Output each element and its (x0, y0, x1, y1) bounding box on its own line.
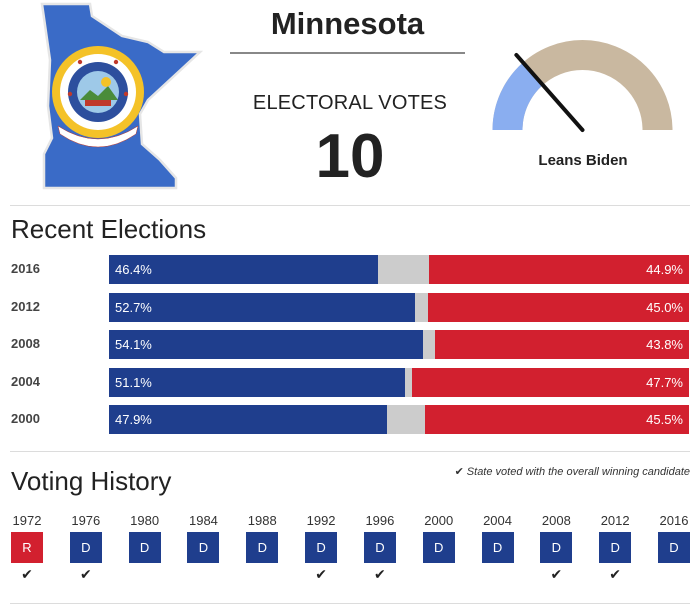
election-result-bar: 52.7% 45.0% (109, 292, 689, 322)
republican-share (428, 292, 689, 322)
section-divider (10, 451, 690, 452)
history-year: 2016 (659, 513, 689, 528)
democrat-share (109, 367, 406, 397)
history-party-badge: D (363, 532, 396, 563)
democrat-percent: 47.9% (115, 412, 152, 427)
history-year: 1972 (12, 513, 42, 528)
democrat-share (109, 255, 379, 284)
forecast-gauge (492, 40, 673, 132)
history-party-badge: D (658, 532, 690, 563)
republican-percent: 43.8% (646, 337, 683, 352)
winner-legend: ✔ State voted with the overall winning ca… (436, 465, 690, 478)
election-result-bar: 51.1% 47.7% (109, 367, 689, 397)
history-year: 2012 (600, 513, 630, 528)
history-year: 1984 (188, 513, 218, 528)
state-title: Minnesota (270, 6, 425, 41)
history-year: 1988 (247, 513, 277, 528)
check-icon: ✔ (374, 566, 386, 582)
republican-share (425, 405, 689, 434)
history-party-badge: D (422, 532, 455, 563)
democrat-percent: 52.7% (115, 299, 152, 315)
history-year: 1992 (306, 513, 336, 528)
election-result-bar: 46.4% 44.9% (109, 255, 689, 284)
election-result-bar: 47.9% 45.5% (109, 405, 689, 434)
history-party-badge: D (540, 532, 573, 563)
democrat-share (109, 330, 423, 359)
history-year: 1996 (365, 513, 395, 528)
republican-percent: 47.7% (646, 374, 683, 390)
history-party-badge: D (599, 532, 632, 563)
history-year: 2004 (483, 513, 512, 528)
republican-percent: 44.9% (646, 262, 683, 277)
check-icon: ✔ (550, 566, 563, 582)
democrat-share (109, 292, 415, 322)
history-year: 1976 (71, 513, 101, 528)
election-year-label: 2016 (11, 261, 40, 276)
election-year-label: 2000 (11, 411, 40, 426)
history-party-badge: D (187, 532, 220, 563)
democrat-share (109, 405, 387, 434)
election-year-label: 2004 (11, 373, 40, 389)
title-divider (230, 52, 465, 54)
election-year-label: 2008 (11, 336, 40, 351)
check-icon: ✔ (609, 566, 622, 582)
republican-share (434, 330, 689, 359)
history-year: 2000 (424, 513, 454, 528)
history-year: 1980 (130, 513, 160, 528)
history-party-badge: R (11, 532, 43, 563)
democrat-percent: 51.1% (115, 374, 152, 390)
history-party-badge: D (69, 532, 102, 563)
history-party-badge: D (246, 532, 279, 563)
democrat-percent: 54.1% (115, 337, 152, 352)
electoral-votes-value: 10 (315, 122, 385, 191)
forecast-label: Leans Biden (538, 152, 628, 169)
section-divider (10, 603, 690, 604)
electoral-votes-label: ELECTORAL VOTES (252, 92, 448, 114)
recent-elections-title: Recent Elections (11, 214, 207, 244)
gauge-lean-arc (492, 62, 544, 131)
check-icon: ✔ (315, 566, 327, 582)
section-divider (10, 205, 690, 206)
history-party-badge: D (481, 532, 514, 563)
election-year-label: 2012 (11, 298, 40, 314)
history-party-badge: D (128, 532, 161, 563)
minnesota-flag-map-icon (40, 2, 204, 190)
check-icon: ✔ (21, 566, 33, 582)
republican-percent: 45.0% (646, 299, 683, 315)
history-year: 2008 (541, 513, 571, 528)
election-result-bar: 54.1% 43.8% (109, 330, 689, 359)
history-party-badge: D (305, 532, 338, 563)
winner-legend-text: State voted with the overall winning can… (466, 466, 690, 478)
republican-share (412, 367, 689, 397)
republican-percent: 45.5% (646, 412, 683, 427)
republican-share (428, 255, 689, 284)
voting-history-title: Voting History (11, 466, 172, 496)
check-icon: ✔ (454, 466, 464, 478)
democrat-percent: 46.4% (115, 262, 152, 277)
gauge-needle (514, 52, 585, 132)
check-icon: ✔ (79, 566, 92, 582)
